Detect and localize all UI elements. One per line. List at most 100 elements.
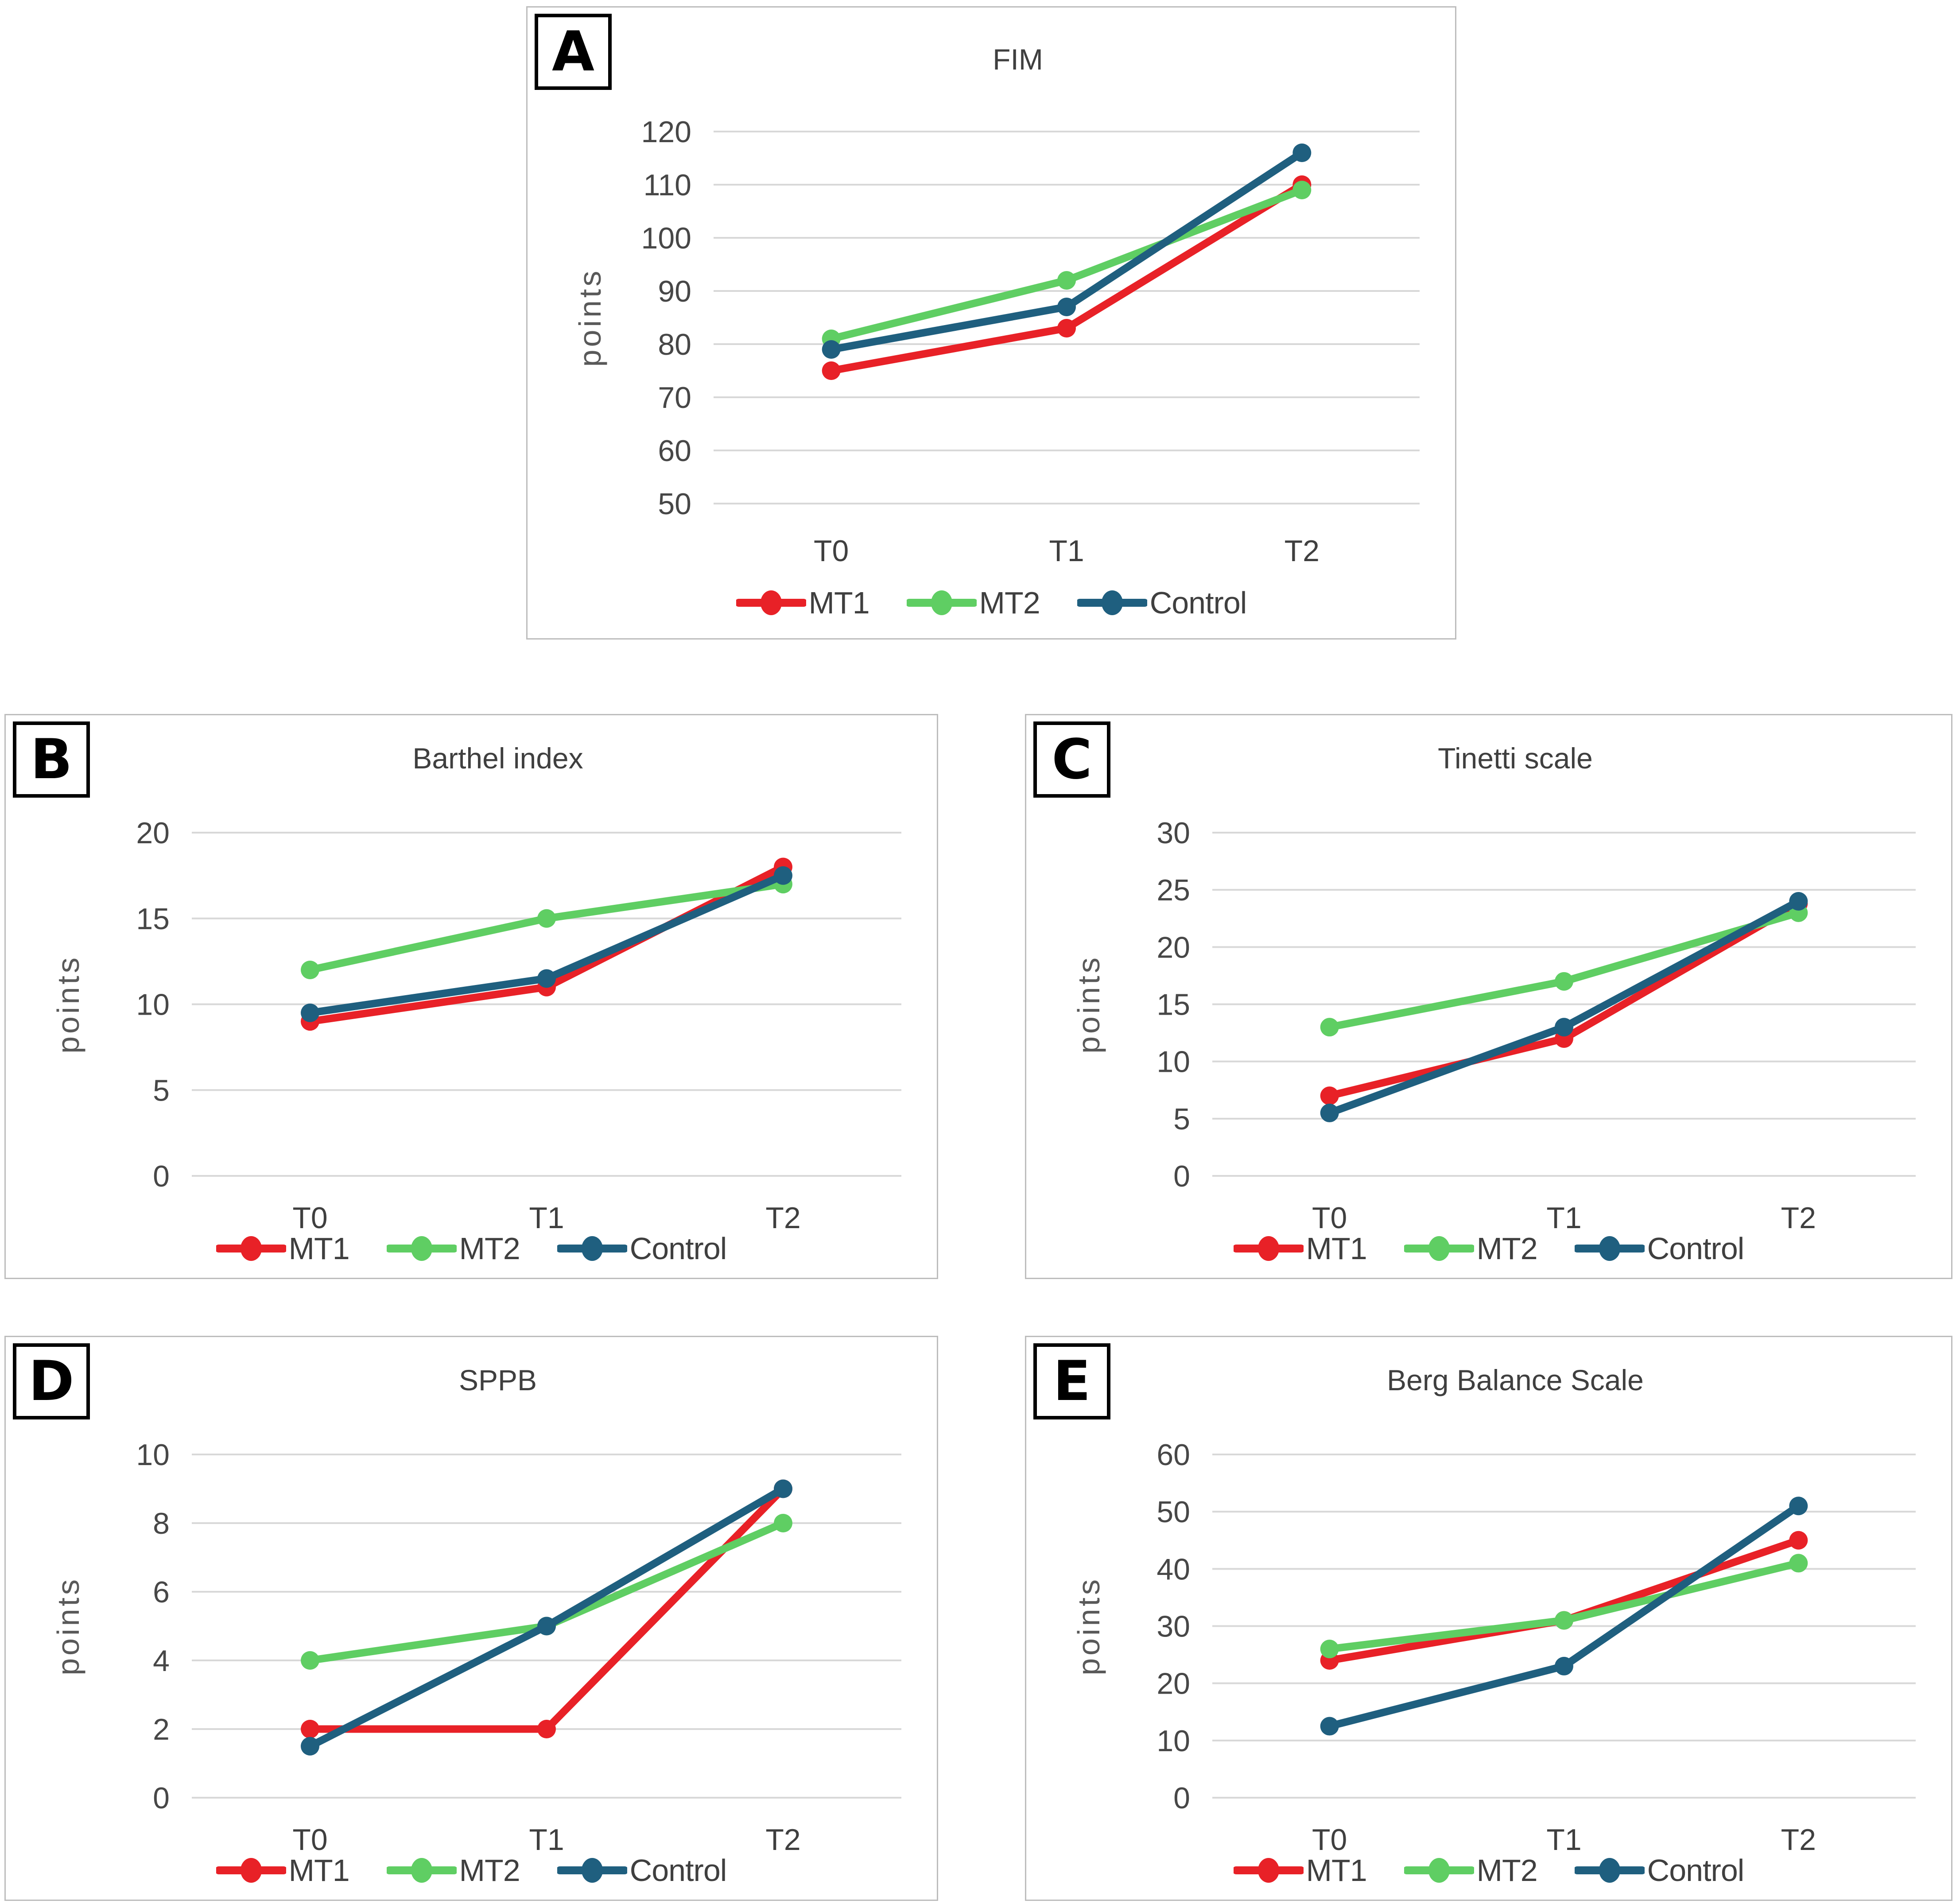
chart-legend: MT1 MT2 Control xyxy=(528,585,1455,620)
chart-title: SPPB xyxy=(459,1364,537,1396)
chart-plot-area: Berg Balance Scale points 0 10 20 30 40 50 60 T0 T… xyxy=(1071,1364,1916,1857)
y-tick-label: 50 xyxy=(658,487,691,521)
legend-item-mt1: MT1 xyxy=(216,1853,350,1888)
y-tick-label: 30 xyxy=(1157,816,1190,850)
y-tick-label: 15 xyxy=(136,902,170,936)
data-point-mt2-t0 xyxy=(1320,1640,1339,1659)
data-point-control-t2 xyxy=(1292,143,1312,162)
legend-item-mt1: MT1 xyxy=(1233,1231,1367,1266)
legend-item-mt2: MT2 xyxy=(1404,1231,1538,1266)
data-point-mt2-t1 xyxy=(1555,972,1573,991)
legend-marker-mt1-icon xyxy=(216,1858,286,1883)
legend-label-control: Control xyxy=(1647,1231,1745,1266)
data-point-control-t2 xyxy=(774,1479,792,1498)
data-point-mt1-t1 xyxy=(537,1720,556,1738)
legend-marker-mt2-icon xyxy=(906,590,977,615)
data-point-mt2-t0 xyxy=(301,961,319,979)
data-point-control-t1 xyxy=(537,969,556,988)
y-tick-label: 10 xyxy=(1157,1045,1190,1079)
data-point-mt2-t2 xyxy=(1292,181,1312,199)
data-point-control-t0 xyxy=(822,340,841,359)
y-tick-label: 60 xyxy=(658,434,691,468)
panel-letter-label: D xyxy=(13,1343,90,1419)
y-tick-label: 80 xyxy=(658,328,691,361)
legend-label-mt1: MT1 xyxy=(1306,1231,1367,1266)
data-point-control-t0 xyxy=(1320,1717,1339,1736)
chart-title: Berg Balance Scale xyxy=(1387,1364,1644,1396)
x-category-label: T1 xyxy=(1546,1823,1581,1857)
legend-dot xyxy=(760,590,782,615)
legend-dot xyxy=(931,590,952,615)
series-line-mt1 xyxy=(306,1485,787,1733)
y-tick-label: 20 xyxy=(1157,931,1190,964)
legend-marker-mt2-icon xyxy=(1404,1858,1474,1883)
y-tick-label: 2 xyxy=(153,1713,170,1746)
legend-item-control: Control xyxy=(1077,585,1247,620)
y-tick-label: 6 xyxy=(153,1575,170,1609)
legend-label-control: Control xyxy=(1647,1853,1745,1888)
y-axis-label: points xyxy=(1071,1577,1106,1675)
data-point-mt2-t1 xyxy=(1555,1611,1573,1630)
legend-dot xyxy=(1101,590,1123,615)
chart-panel-tinetti-scale: C Tinetti scale points 0 5 10 15 20 25 30 T0 T1 T2 MT… xyxy=(1025,714,1952,1279)
x-category-label: T2 xyxy=(1781,1823,1816,1857)
legend-item-mt2: MT2 xyxy=(906,585,1040,620)
legend-item-control: Control xyxy=(1574,1853,1745,1888)
y-tick-label: 10 xyxy=(136,1438,170,1472)
chart-panel-sppb: D SPPB points 0 2 4 6 8 10 T0 T1 T2 MT1 MT2 Control xyxy=(4,1336,938,1901)
chart-panel-fim: A FIM points 50 60 70 80 90 100 110 120 T0 T1 T2 MT1 MT… xyxy=(526,6,1456,640)
legend-label-mt2: MT2 xyxy=(1476,1853,1538,1888)
y-tick-label: 60 xyxy=(1157,1438,1190,1472)
chart-title: FIM xyxy=(993,43,1043,76)
x-category-label: T0 xyxy=(292,1201,327,1235)
y-tick-label: 0 xyxy=(1173,1781,1190,1815)
y-tick-label: 110 xyxy=(644,168,691,202)
legend-label-mt1: MT1 xyxy=(1306,1853,1367,1888)
y-tick-label: 120 xyxy=(641,115,691,149)
data-point-mt2-t2 xyxy=(774,1514,792,1532)
chart-plot-area: Barthel index points 0 5 10 15 20 T0 T1 T2 xyxy=(51,742,901,1235)
legend-label-control: Control xyxy=(629,1231,727,1266)
data-point-control-t1 xyxy=(1555,1018,1573,1037)
chart-legend: MT1 MT2 Control xyxy=(6,1853,937,1888)
series-line-mt1 xyxy=(306,863,787,1025)
legend-label-mt1: MT1 xyxy=(288,1231,350,1266)
legend-marker-mt1-icon xyxy=(736,590,806,615)
x-category-label: T1 xyxy=(529,1823,564,1857)
legend-item-mt1: MT1 xyxy=(736,585,870,620)
data-point-mt1-t1 xyxy=(1057,319,1076,337)
legend-dot xyxy=(240,1858,262,1883)
y-tick-label: 100 xyxy=(641,221,691,255)
y-axis-label: points xyxy=(1071,955,1106,1054)
panel-letter-label: C xyxy=(1033,721,1110,798)
legend-marker-control-icon xyxy=(1574,1858,1645,1883)
x-category-label: T0 xyxy=(292,1823,327,1857)
legend-item-mt2: MT2 xyxy=(386,1853,520,1888)
x-category-label: T2 xyxy=(765,1201,800,1235)
legend-marker-mt2-icon xyxy=(386,1236,457,1261)
legend-dot xyxy=(1428,1236,1450,1261)
x-category-label: T2 xyxy=(1285,534,1320,568)
legend-label-mt2: MT2 xyxy=(979,586,1040,620)
y-tick-label: 5 xyxy=(1173,1102,1190,1136)
legend-dot xyxy=(1599,1858,1620,1883)
y-tick-label: 90 xyxy=(658,275,691,308)
legend-dot xyxy=(1599,1236,1620,1261)
y-tick-label: 70 xyxy=(658,381,691,415)
legend-dot xyxy=(581,1236,603,1261)
legend-dot xyxy=(1257,1236,1279,1261)
legend-label-mt1: MT1 xyxy=(808,586,870,620)
data-point-control-t2 xyxy=(774,866,792,885)
legend-marker-mt2-icon xyxy=(1404,1236,1474,1261)
chart-legend: MT1 MT2 Control xyxy=(1026,1853,1951,1888)
legend-item-control: Control xyxy=(557,1231,727,1266)
data-point-mt2-t0 xyxy=(301,1651,319,1670)
y-axis-label: points xyxy=(573,268,607,367)
y-tick-label: 8 xyxy=(153,1507,170,1540)
legend-dot xyxy=(1257,1858,1279,1883)
legend-label-control: Control xyxy=(1149,586,1247,620)
legend-item-control: Control xyxy=(1574,1231,1745,1266)
legend-item-mt2: MT2 xyxy=(1404,1853,1538,1888)
y-tick-label: 0 xyxy=(153,1159,170,1193)
legend-label-control: Control xyxy=(629,1853,727,1888)
